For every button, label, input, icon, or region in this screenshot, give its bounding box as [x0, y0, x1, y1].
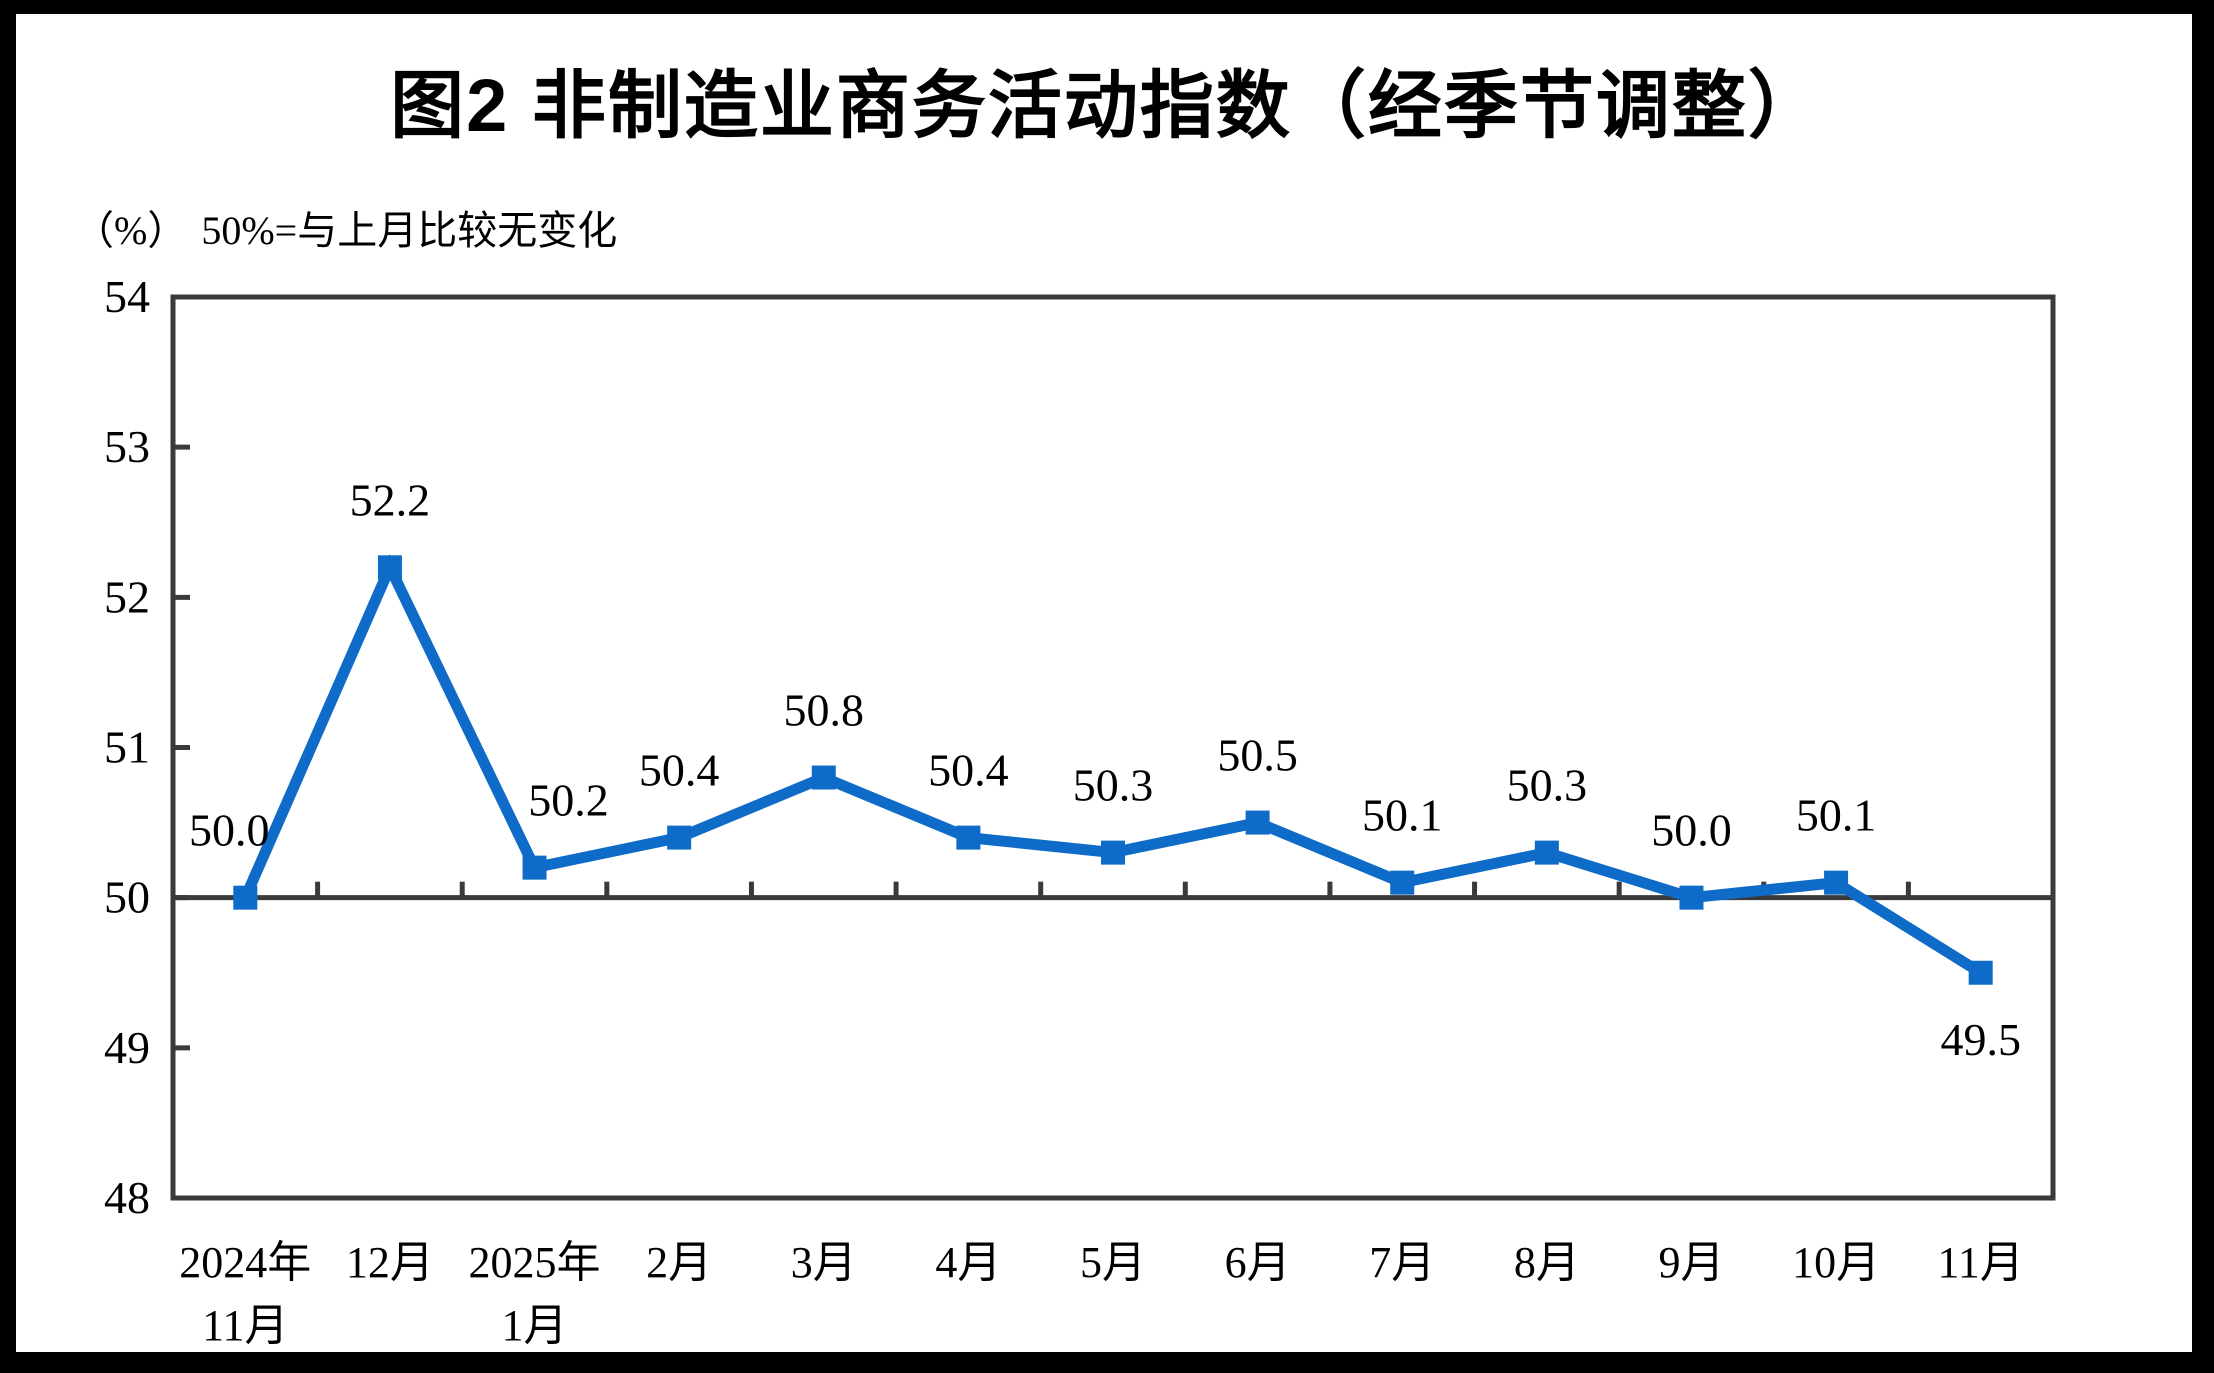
data-point-label: 50.8 — [784, 685, 865, 736]
data-point-marker — [1968, 960, 1993, 985]
percent-unit-label: （%） — [74, 208, 188, 253]
data-point-label: 50.4 — [928, 745, 1009, 796]
data-point-marker — [956, 825, 981, 850]
y-axis-tick-label: 54 — [104, 271, 150, 322]
data-point-marker — [1101, 840, 1125, 865]
y-axis-tick-label: 52 — [104, 571, 150, 622]
x-axis-label: 5月 — [1080, 1238, 1146, 1287]
data-point-label: 50.1 — [1796, 790, 1877, 841]
x-axis-label: 2月 — [646, 1238, 712, 1287]
x-axis-label: 10月 — [1792, 1238, 1880, 1287]
x-axis-label: 3月 — [791, 1238, 857, 1287]
data-point-label: 50.4 — [639, 745, 720, 796]
data-point-marker — [1824, 870, 1849, 895]
reference-note-label: 50%=与上月比较无变化 — [201, 208, 618, 253]
x-axis-label: 7月 — [1369, 1238, 1435, 1287]
data-point-marker — [233, 885, 258, 910]
data-point-marker — [1390, 870, 1415, 895]
x-axis-label: 11月 — [202, 1301, 288, 1350]
data-point-label: 50.2 — [528, 775, 609, 826]
data-point-marker — [377, 555, 402, 580]
x-axis-label: 9月 — [1658, 1238, 1724, 1287]
data-point-marker — [811, 765, 836, 790]
data-point-label: 50.3 — [1507, 760, 1588, 811]
data-point-label: 50.5 — [1217, 730, 1298, 781]
x-axis-label: 1月 — [502, 1301, 568, 1350]
axis-unit-note: （%） 50%=与上月比较无变化 — [74, 198, 617, 256]
data-point-marker — [1679, 885, 1704, 910]
data-point-label: 50.0 — [189, 805, 270, 856]
y-axis-tick-label: 53 — [104, 421, 150, 472]
data-point-marker — [1245, 810, 1270, 835]
data-point-label: 49.5 — [1940, 1014, 2021, 1065]
data-point-marker — [522, 855, 547, 880]
x-axis-label: 2024年 — [179, 1238, 311, 1287]
y-axis-tick-label: 48 — [104, 1172, 150, 1223]
data-point-label: 50.1 — [1362, 790, 1443, 841]
chart-background — [16, 14, 2192, 1352]
chart-title: 图2 非制造业商务活动指数（经季节调整） — [390, 64, 1824, 147]
x-axis-label: 11月 — [1938, 1238, 2024, 1287]
data-point-marker — [1534, 840, 1559, 865]
x-axis-label: 4月 — [935, 1238, 1001, 1287]
x-axis-label: 2025年 — [469, 1238, 601, 1287]
plot-border — [170, 294, 2056, 1201]
x-axis-label: 12月 — [346, 1238, 434, 1287]
x-axis-label: 8月 — [1514, 1238, 1580, 1287]
y-axis-tick-label: 49 — [104, 1022, 150, 1073]
data-point-label: 52.2 — [350, 474, 431, 525]
y-axis-tick-label: 51 — [104, 722, 150, 773]
x-axis-label: 6月 — [1225, 1238, 1291, 1287]
data-point-marker — [667, 825, 692, 850]
y-axis-tick-label: 50 — [104, 872, 150, 923]
data-point-label: 50.0 — [1651, 805, 1732, 856]
data-point-label: 50.3 — [1073, 760, 1154, 811]
